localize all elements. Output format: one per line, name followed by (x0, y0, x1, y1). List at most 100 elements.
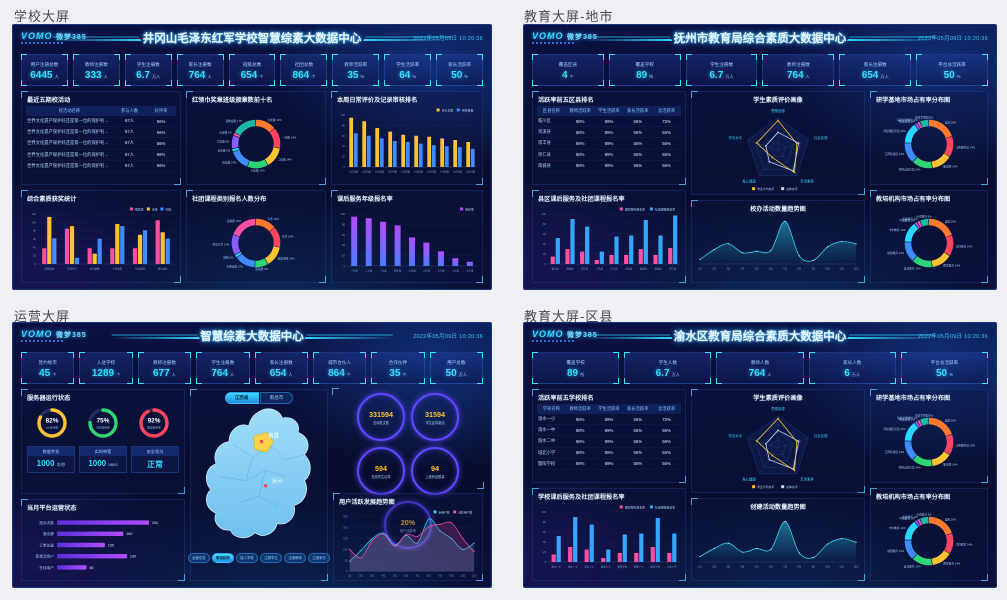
map-filter-button-注册家长[interactable]: 注册家长 (308, 552, 330, 563)
svg-text:80: 80 (543, 222, 547, 226)
stat-card: 学生注册数 764 人 (196, 352, 250, 384)
svg-text:80: 80 (89, 566, 93, 570)
stat-label: 用户总数 (447, 359, 466, 365)
stat-label: 平台总活跃率 (938, 61, 966, 67)
brand-logo-text: VOMO 微梦385 (532, 328, 598, 339)
svg-text:20: 20 (342, 155, 346, 159)
svg-text:审核数量: 审核数量 (462, 108, 474, 113)
svg-text:点滴教育 6%: 点滴教育 6% (916, 512, 932, 516)
jiangxi-map[interactable]: 南昌 抚州 (194, 405, 324, 551)
gauge-cpu使用率: 82%cpu使用率 (36, 408, 67, 438)
table-row: 世界文化遗产保护好还是第一位的保护利用… 67人 56% (26, 116, 176, 128)
svg-text:100: 100 (340, 113, 345, 117)
stat-label: 覆盖学校 (566, 359, 585, 365)
card-title: 当月平台运营状态 (27, 505, 77, 513)
stat-unit: 万人 (880, 73, 889, 79)
map-filter-button-注册学生[interactable]: 注册学生 (260, 552, 282, 563)
stat-value: 1289 (91, 367, 115, 379)
kpi-label: 学生证章激活 (425, 420, 445, 425)
rank-table: 学校名称 教师活跃率 学生活跃率 家长活跃率 总活跃率 渝水一小 98% 89% 56% 72% 渝… (533, 403, 685, 482)
map-tab-南昌市[interactable]: 南昌市 (259, 392, 294, 404)
province-shape[interactable] (205, 408, 311, 538)
svg-text:省级: 省级 (152, 206, 158, 211)
stat-cards-row: 用户注册总数 6445 人教师注册数 333 人学生注册数 6.7 万人 家长注册数 764 人班… (13, 51, 491, 88)
kpi-circle: 331594 空间发文数 (357, 393, 405, 441)
svg-text:总体水平: 总体水平 (786, 186, 798, 191)
activity-trend-chart: 1月 2月 3月 4月 5月 6月 7月 8月 9月 10月 11月 12月 (698, 220, 859, 270)
svg-text:艺术 14%: 艺术 14% (282, 234, 294, 238)
stat-card: 家长注册数 654 万人 (839, 54, 912, 86)
stat-card: 家长注册数 654 人 (254, 352, 309, 384)
svg-text:七(01)班: 七(01)班 (349, 170, 359, 174)
stat-value: 654 (861, 69, 879, 81)
brand-logo: VOMO 微梦385 (532, 31, 598, 45)
month-hbar-chart: 投诉次数 250 营业额 180 订单总量 130 新激活用户 190 在线用户 80 (36, 520, 159, 570)
club-donut-chart: 马术 14% 艺术 14% 素质训练 14% 民族舞 9% 卡通动漫 14% 围棋 2% 书… (212, 216, 295, 270)
map-filter-button-教培机构[interactable]: 教培机构 (212, 552, 234, 563)
panel-body: 活跃率前五区县排名 区县名称 教师活跃率 学生活跃率 家长活跃率 总活跃率 临川区 98% 8… (524, 88, 996, 289)
svg-text:40: 40 (543, 540, 547, 544)
svg-text:暨阳学校: 暨阳学校 (617, 564, 627, 568)
stat-label: 班级总数 (242, 61, 262, 67)
activities-table: 校活动名称 参与人数 好评率 世界文化遗产保护好还是第一位的保护利用… 67人 56% 世界… (22, 105, 180, 184)
card-user-trend: 用户活跃发展趋势图 0 50 100 150 200 250 活跃用户数 新用户数 1月 2月 3月… (333, 492, 483, 582)
kpi-circle: 94 上架商品数量 (411, 447, 459, 495)
stat-label: 家长人数 (843, 359, 862, 365)
svg-text:临川区: 临川区 (552, 266, 560, 270)
svg-text:五年级 2%: 五年级 2% (217, 149, 230, 153)
svg-text:10月: 10月 (825, 564, 830, 568)
stat-unit: 个 (116, 371, 121, 377)
nanchang-region[interactable] (253, 431, 274, 452)
stat-card: 学生注册数 6.7 万人 (685, 54, 758, 86)
svg-text:10月: 10月 (449, 574, 454, 578)
stat-label: 覆盖学校 (635, 61, 654, 67)
card-title: 活跃率前五学校排名 (538, 395, 594, 402)
svg-text:三年级: 三年级 (380, 268, 388, 272)
col-header: 学生活跃率 (594, 106, 624, 116)
stat-unit: 人 (103, 73, 108, 79)
svg-text:江西图书馆 14%: 江西图书馆 14% (956, 145, 976, 149)
svg-text:1月: 1月 (698, 564, 702, 568)
map-filter-button-接入学校[interactable]: 接入学校 (236, 552, 258, 563)
svg-text:社团课程报名率: 社团课程报名率 (655, 504, 675, 509)
svg-text:身心健康: 身心健康 (90, 266, 100, 270)
col-header: 家长活跃率 (623, 404, 653, 414)
svg-text:50: 50 (345, 558, 349, 562)
svg-text:0: 0 (544, 262, 546, 266)
svg-text:40: 40 (342, 243, 346, 247)
svg-text:汤显祖纪念馆 14%: 汤显祖纪念馆 14% (883, 129, 906, 133)
svg-text:8月: 8月 (427, 574, 431, 578)
svg-text:卡通动漫 14%: 卡通动漫 14% (226, 264, 243, 268)
table-row: 世界文化遗产保护好还是第一位的保护利用… 67人 56% (26, 137, 176, 150)
svg-text:100: 100 (31, 220, 36, 224)
svg-text:七(04)班: 七(04)班 (388, 170, 398, 174)
card-edu-donut: 教培机构市场占有率分布图 其他 20% 江科教育 14% 国生教育 14% 蓝天教育 … (870, 487, 988, 581)
kpi-circle: 594 在线学生证章 (357, 447, 405, 495)
stat-card: 签约地市 45 个 (21, 352, 75, 384)
panel-body: 活跃率前五学校排名 学校名称 教师活跃率 学生活跃率 家长活跃率 总活跃率 渝水一小 98%… (524, 386, 996, 587)
svg-text:二年级: 二年级 (365, 268, 373, 272)
stat-label: 教师注册数 (84, 61, 108, 67)
svg-text:学业水平: 学业水平 (728, 433, 742, 438)
brand-logo-text: VOMO 微梦385 (21, 328, 87, 339)
svg-text:8月: 8月 (797, 266, 801, 270)
stat-unit: 个 (402, 371, 407, 377)
datetime: 2022年05月09日 10:20:36 (413, 36, 483, 42)
badge-donut-chart: 九年级 14% 一年级 14% 二年级 14% 三年级 14% 四年级 14% 五年级 2… (217, 118, 297, 173)
svg-text:11月: 11月 (460, 574, 465, 578)
svg-text:课后服务报名率: 课后服务报名率 (625, 504, 645, 509)
svg-text:7月: 7月 (783, 266, 787, 270)
map-filter-button-注册教师[interactable]: 注册教师 (284, 552, 306, 563)
panel-header: VOMO 微梦385 抚州市教育局综合素质大数据中心 2022年05月09日 1… (524, 25, 996, 51)
card-study-donut: 研学基地市场占有率分布图 其他 20% 江西图书馆 14% 滕王阁 14% 井冈山纪念… (870, 91, 988, 185)
brand-logo-text: VOMO 微梦385 (21, 30, 87, 41)
svg-text:陶瓷基地 2%: 陶瓷基地 2% (899, 417, 915, 421)
card-month-status: 当月平台运营状态 投诉次数 250 营业额 180 订单总量 130 新激活用户 190 在线用… (21, 499, 185, 581)
stat-value: 89 (636, 69, 648, 81)
map-filter-button-运营总览[interactable]: 运营总览 (188, 552, 210, 563)
svg-text:新激活用户: 新激活用户 (36, 554, 55, 559)
map-buttons: 运营总览 教培机构 接入学校 注册学生 注册教师 注册家长 (188, 551, 330, 567)
map-tab-江西省[interactable]: 江西省 (224, 392, 259, 404)
